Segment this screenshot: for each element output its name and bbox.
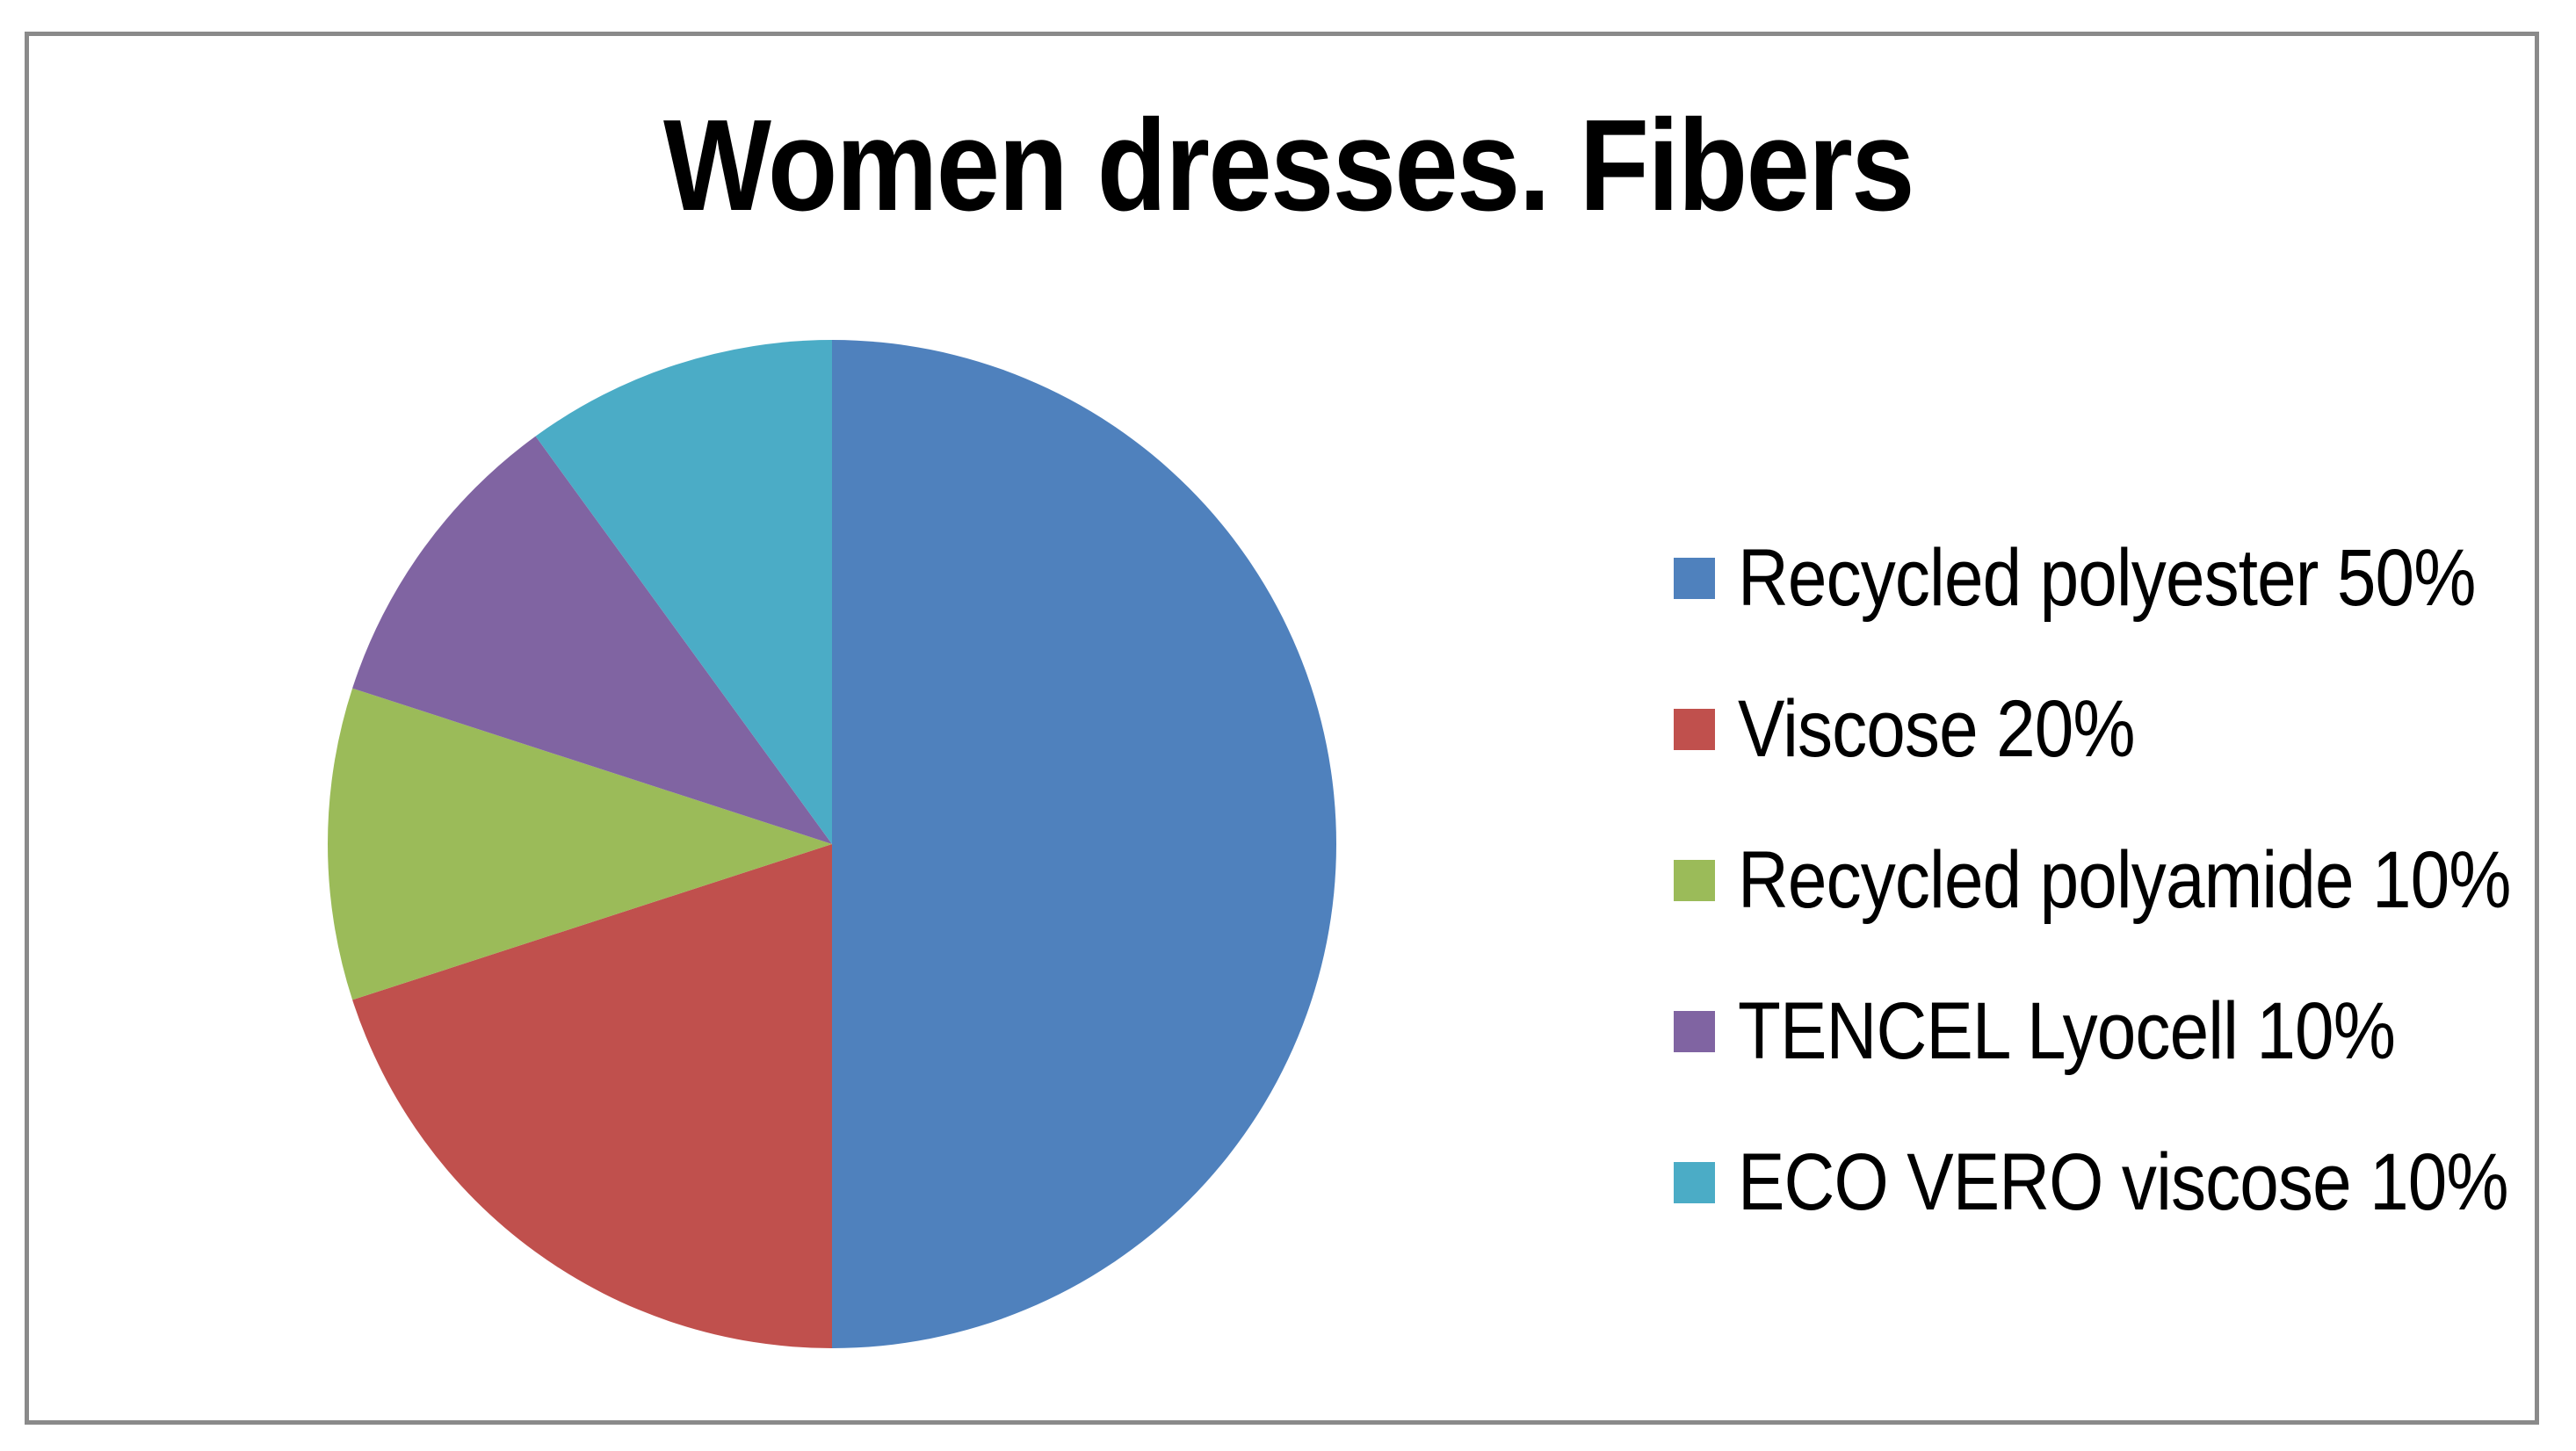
pie-slice-viscose: [352, 844, 832, 1348]
legend-swatch: [1674, 1010, 1715, 1052]
legend-swatch: [1674, 557, 1715, 599]
pie-slice-tencel-lyocell: [352, 436, 832, 844]
chart-legend: Recycled polyester 50% Viscose 20% Recyc…: [1674, 534, 2576, 1289]
legend-item-recycled-polyester: Recycled polyester 50%: [1674, 534, 2576, 622]
pie-slice-recycled-polyester: [832, 340, 1336, 1348]
legend-label: Viscose 20%: [1738, 684, 2136, 774]
legend-swatch: [1674, 859, 1715, 901]
pie-slice-recycled-polyamide: [328, 688, 832, 1000]
legend-label: TENCEL Lyocell 10%: [1738, 986, 2396, 1076]
legend-item-recycled-polyamide: Recycled polyamide 10%: [1674, 836, 2576, 924]
legend-swatch: [1674, 708, 1715, 750]
chart-title: Women dresses. Fibers: [0, 93, 2576, 238]
legend-label: Recycled polyester 50%: [1738, 533, 2476, 623]
legend-item-viscose: Viscose 20%: [1674, 685, 2576, 773]
legend-item-tencel-lyocell: TENCEL Lyocell 10%: [1674, 987, 2576, 1075]
pie-slice-eco-vero-viscose: [535, 340, 832, 844]
legend-label: Recycled polyamide 10%: [1738, 835, 2511, 925]
legend-swatch: [1674, 1161, 1715, 1203]
chart-title-text: Women dresses. Fibers: [662, 93, 1915, 238]
legend-item-eco-vero-viscose: ECO VERO viscose 10%: [1674, 1138, 2576, 1226]
legend-label: ECO VERO viscose 10%: [1738, 1137, 2509, 1227]
